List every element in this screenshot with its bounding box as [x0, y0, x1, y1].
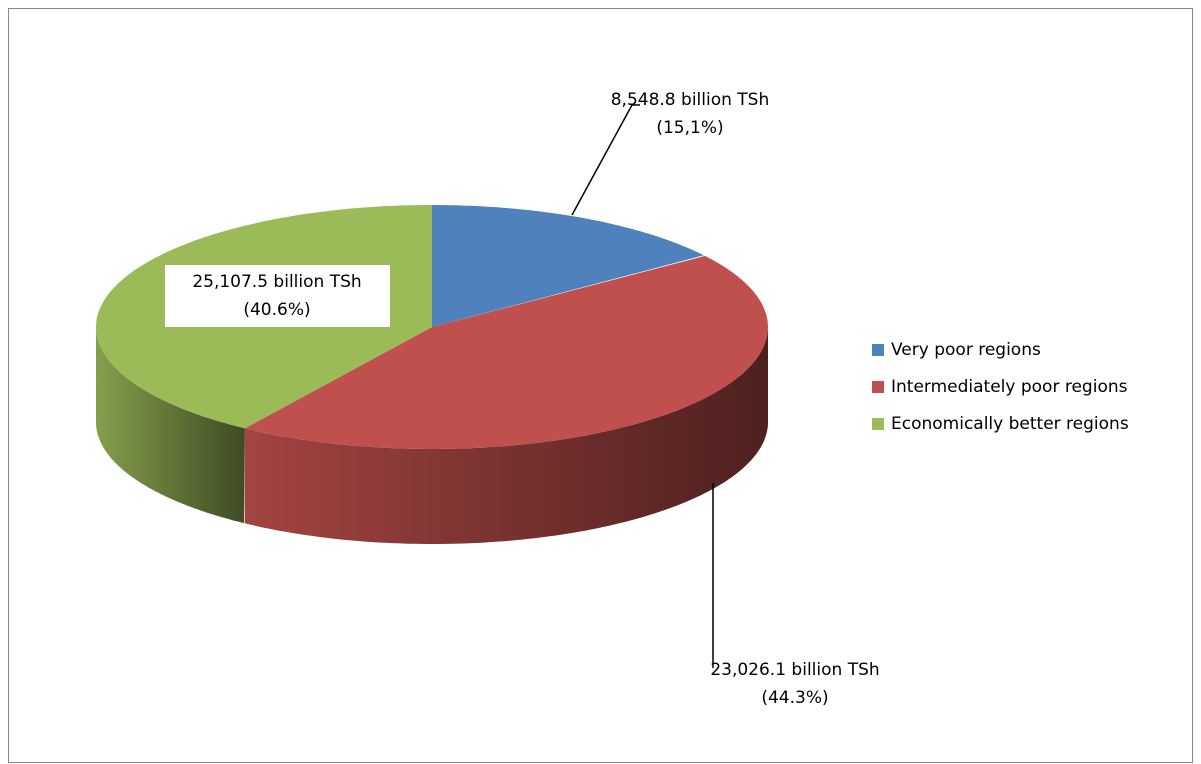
- legend-label: Economically better regions: [891, 414, 1129, 434]
- legend-swatch: [872, 418, 884, 430]
- legend-swatch: [872, 344, 884, 356]
- data-label-amount: 25,107.5 billion TSh: [192, 272, 361, 292]
- label-box: [165, 265, 390, 327]
- slice: [432, 205, 704, 327]
- leader-line: [571, 104, 633, 216]
- data-label-amount: 8,548.8 billion TSh: [611, 90, 770, 110]
- slice-side-shade: [244, 327, 769, 544]
- slice: [244, 255, 768, 449]
- data-label-percent: (15,1%): [656, 118, 723, 138]
- slice-side-shade: [96, 327, 245, 524]
- labels: 8,548.8 billion TSh (15,1%) 23,026.1 billi…: [192, 90, 879, 708]
- data-label-percent: (40.6%): [243, 300, 310, 320]
- data-label-amount: 23,026.1 billion TSh: [710, 660, 879, 680]
- pie: [96, 205, 769, 544]
- legend-label: Intermediately poor regions: [891, 377, 1128, 397]
- legend-swatch: [872, 381, 884, 393]
- legend-label: Very poor regions: [891, 340, 1041, 360]
- data-label-percent: (44.3%): [761, 688, 828, 708]
